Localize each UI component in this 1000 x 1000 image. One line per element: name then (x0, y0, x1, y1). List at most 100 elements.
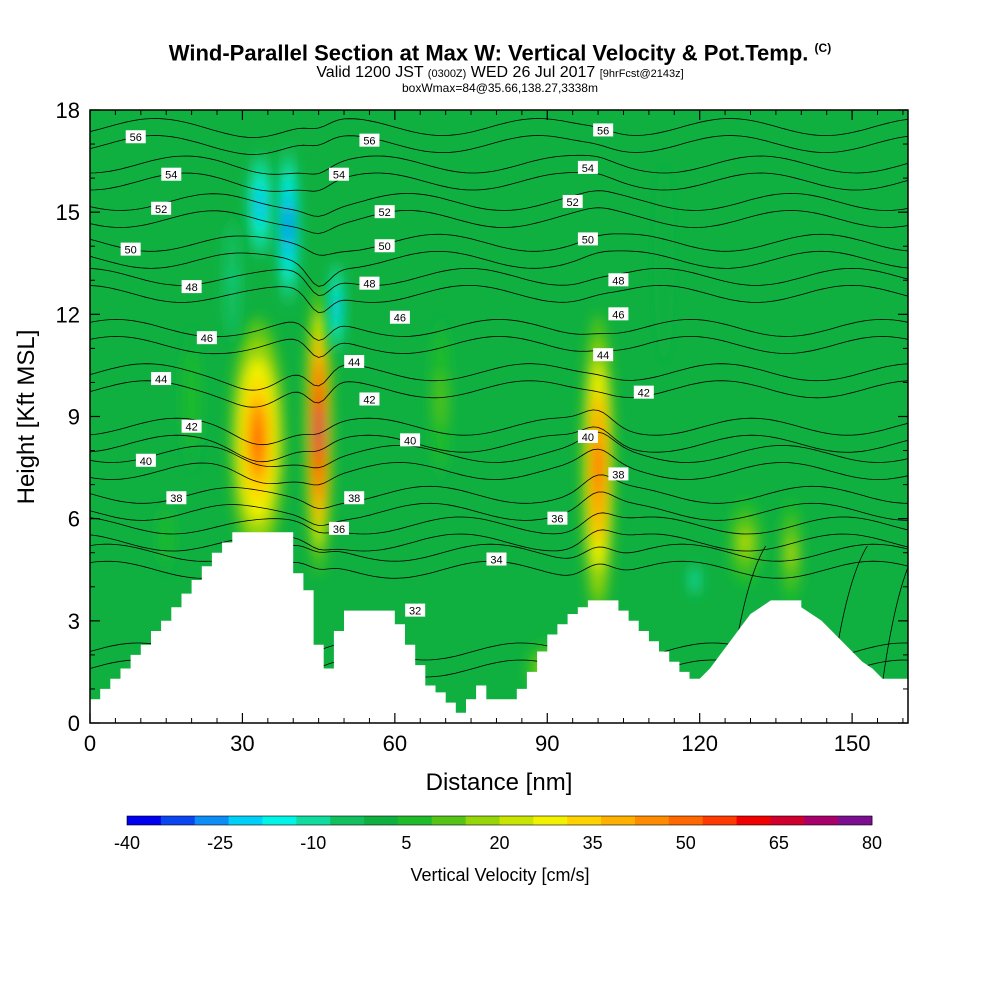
isentrope-line (90, 250, 908, 287)
colorbar-swatch (702, 816, 737, 825)
velocity-band (335, 299, 338, 316)
colorbar-swatch (499, 816, 534, 825)
isentrope-label-text: 36 (551, 514, 563, 526)
isentrope-label-text: 56 (130, 132, 142, 144)
isentrope-line (90, 363, 908, 391)
y-tick-label: 0 (68, 711, 80, 736)
velocity-cell-6 (686, 559, 703, 601)
isentrope-label-bg (125, 130, 146, 144)
isentrope-label-bg (547, 511, 568, 525)
velocity-cell-8 (779, 498, 803, 608)
isentrope-line (90, 171, 908, 192)
isentrope-label-text: 46 (201, 333, 213, 345)
title-mark: (C) (814, 41, 832, 55)
isentrope-label-text: 52 (379, 207, 391, 219)
velocity-cell-1 (305, 287, 332, 574)
isentrope-label-bg (328, 167, 349, 181)
isentrope-line (90, 118, 908, 138)
x-tick-label: 60 (383, 731, 407, 756)
colorbar-swatch (127, 816, 162, 825)
isentrope-label-4: 38 (166, 491, 187, 505)
isentrope-label-0: 32 (405, 603, 426, 618)
isentrope-label-bg (359, 276, 380, 290)
isentrope-label-bg (374, 239, 395, 253)
isentrope-label-1: 34 (486, 552, 507, 567)
isentrope-label-text: 44 (155, 374, 167, 386)
isentrope-line (90, 474, 908, 509)
velocity-cell-2 (581, 314, 615, 621)
x-axis-label: Distance [nm] (426, 769, 573, 796)
isentrope-label-5: 38 (344, 491, 365, 505)
isentrope-label-text: 42 (185, 422, 197, 434)
isentrope-line (90, 529, 908, 552)
isentrope-label-29: 54 (328, 167, 349, 182)
y-tick-label: 3 (68, 609, 80, 634)
isentrope-label-bg (344, 491, 365, 505)
colorbar-swatch (431, 816, 467, 825)
isentrope-label-7: 40 (135, 453, 156, 468)
colorbar-swatch (736, 816, 771, 825)
colorbar-label: 35 (583, 833, 603, 853)
velocity-band (164, 528, 168, 543)
isentrope-label-bg (577, 232, 598, 246)
isentrope-label-23: 50 (374, 239, 395, 253)
velocity-cell-13 (653, 161, 675, 366)
isentrope-label-25: 52 (151, 201, 172, 216)
isentrope-line (90, 380, 908, 408)
isentrope-label-text: 48 (612, 275, 624, 287)
chart-subtitle2: boxWmax=84@35.66,138.27,3338m (402, 81, 598, 96)
plot-area: 32 34 36 36 38 38 38 40 40 40 42 42 42 44 44 44 46 46 46 48… (90, 110, 908, 723)
isentrope-label-bg (577, 429, 598, 443)
velocity-cell-12 (156, 494, 177, 577)
isentrope-label-bg (593, 123, 614, 137)
isentrope-label-17: 46 (389, 310, 410, 325)
isentrope-label-9: 40 (577, 429, 598, 444)
isentrope-label-bg (608, 467, 629, 481)
isentrope-label-30: 54 (577, 160, 598, 175)
isentrope-label-bg (405, 603, 426, 617)
velocity-band (438, 385, 443, 414)
isentrope-label-text: 36 (333, 524, 345, 536)
subtitle-fcst: [9hrFcst@2143z] (599, 68, 684, 81)
colorbar-label: 5 (401, 833, 411, 853)
isentrope-label-text: 44 (597, 350, 609, 362)
isentrope-label-text: 38 (348, 493, 360, 505)
isentrope-labels: 32 34 36 36 38 38 38 40 40 40 42 42 42 44 44 44 46 46 46 48… (120, 123, 654, 618)
isentrope-label-bg (359, 133, 380, 147)
chart-subtitle-line: Valid 1200 JST (0300Z) WED 26 Jul 2017 [… (0, 65, 1000, 82)
isentrope-label-bg (161, 167, 182, 181)
chart-title: Wind-Parallel Section at Max W: Vertical… (168, 40, 809, 66)
isentrope-label-bg (328, 521, 349, 535)
colorbar-label: -10 (300, 833, 326, 853)
velocity-band (316, 406, 321, 454)
isentrope-label-21: 48 (608, 273, 629, 287)
isentrope-label-bg (151, 372, 172, 386)
isentrope-label-16: 46 (196, 331, 217, 345)
isentrope-label-bg (344, 355, 365, 369)
colorbar-label: 50 (676, 833, 696, 853)
isentrope-label-bg (166, 491, 187, 505)
y-tick-label: 9 (68, 405, 80, 430)
velocity-band (789, 543, 794, 562)
isentrope-label-2: 36 (328, 521, 349, 536)
isentrope-label-text: 40 (404, 435, 416, 447)
colorbar-swatch (194, 816, 229, 825)
isentrope-label-text: 54 (582, 163, 594, 175)
isentrope-label-33: 56 (593, 123, 614, 137)
isentrope-line (90, 135, 908, 155)
velocity-band (189, 386, 194, 412)
isentrope-label-24: 50 (577, 232, 598, 246)
isentrope-label-11: 42 (359, 392, 380, 406)
colorbar-swatch (397, 816, 433, 825)
colorbar-swatch (668, 816, 704, 825)
colorbar-swatch (296, 816, 331, 825)
colorbar-swatch (330, 816, 365, 825)
y-axis-label: Height [Kft MSL] (13, 330, 40, 505)
isentrope-label-text: 32 (409, 606, 421, 618)
isentrope-label-text: 48 (363, 279, 375, 291)
y-tick-label: 12 (56, 302, 80, 327)
isentrope-label-8: 40 (400, 433, 421, 447)
colorbar-swatch (228, 816, 263, 825)
isentrope-label-14: 44 (344, 355, 365, 369)
